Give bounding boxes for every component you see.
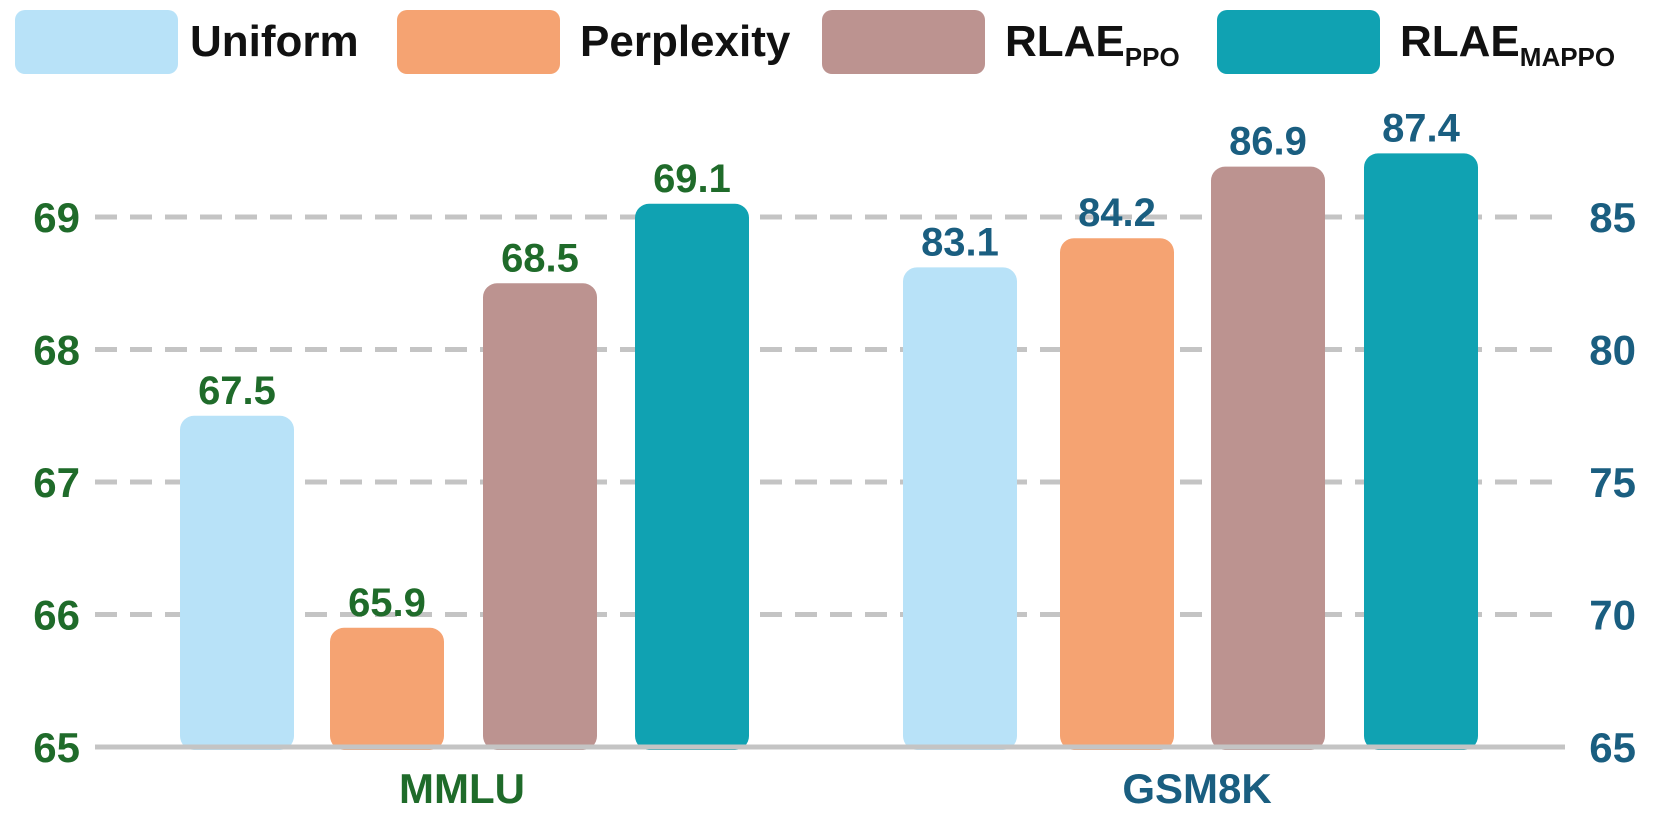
legend-subscript-ppo: PPO [1124, 42, 1180, 72]
data-label: 83.1 [921, 220, 999, 264]
left-tick-label: 66 [33, 592, 80, 639]
data-label: 65.9 [348, 581, 426, 625]
left-tick-label: 69 [33, 194, 80, 241]
legend-item-rlae-mappo: RLAEMAPPO [1217, 10, 1647, 74]
legend-label-rlae-mappo: RLAEMAPPO [1400, 17, 1616, 72]
bar-gsm8k-0 [903, 267, 1017, 750]
right-tick-label: 80 [1589, 327, 1636, 374]
legend-swatch-uniform [15, 10, 178, 74]
left-tick-label: 68 [33, 327, 80, 374]
data-label: 87.4 [1382, 106, 1461, 150]
bar-mmlu-3 [635, 203, 749, 750]
category-label-mmlu: MMLU [399, 765, 525, 812]
bar-mmlu-2 [483, 283, 597, 750]
legend-subscript-mappo: MAPPO [1519, 42, 1616, 72]
bar-mmlu-1 [330, 627, 444, 750]
right-tick-label: 70 [1589, 592, 1636, 639]
legend-item-perplexity: Perplexity [397, 10, 797, 74]
legend: Uniform Perplexity RLAEPPO RLAEMAPPO [0, 0, 1661, 80]
legend-swatch-rlae-ppo [822, 10, 985, 74]
bar-mmlu-0 [180, 415, 294, 750]
bar-gsm8k-3 [1364, 153, 1478, 750]
left-tick-label: 65 [33, 724, 80, 771]
data-label: 67.5 [198, 369, 276, 413]
legend-swatch-rlae-mappo [1217, 10, 1380, 74]
legend-label-rlae-ppo: RLAEPPO [1005, 17, 1180, 72]
left-tick-label: 67 [33, 459, 80, 506]
data-label: 69.1 [653, 157, 731, 201]
legend-item-uniform: Uniform [15, 10, 375, 74]
bar-gsm8k-2 [1211, 166, 1325, 750]
legend-swatch-perplexity [397, 10, 560, 74]
data-label: 68.5 [501, 236, 579, 280]
right-tick-label: 65 [1589, 724, 1636, 771]
data-label: 86.9 [1229, 120, 1307, 164]
data-label: 84.2 [1078, 191, 1156, 235]
right-tick-label: 75 [1589, 459, 1636, 506]
category-label-gsm8k: GSM8K [1122, 765, 1271, 812]
legend-label-perplexity: Perplexity [580, 17, 791, 66]
right-tick-label: 85 [1589, 194, 1636, 241]
legend-label-uniform: Uniform [190, 17, 359, 66]
bar-gsm8k-1 [1060, 238, 1174, 750]
legend-item-rlae-ppo: RLAEPPO [822, 10, 1202, 74]
